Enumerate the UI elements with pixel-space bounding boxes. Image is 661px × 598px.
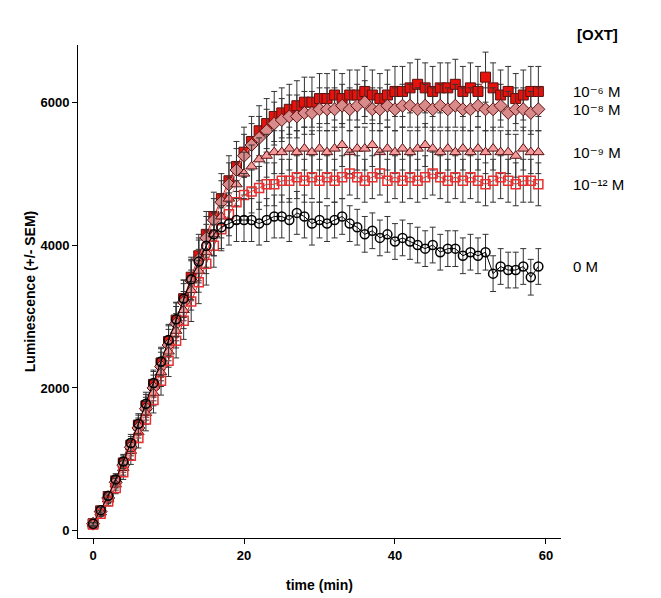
svg-text:10⁻⁹ M: 10⁻⁹ M (573, 144, 621, 161)
svg-text:10⁻⁶ M: 10⁻⁶ M (573, 83, 620, 100)
svg-text:0: 0 (62, 523, 69, 538)
svg-text:6000: 6000 (40, 95, 69, 110)
svg-text:10⁻⁸ M: 10⁻⁸ M (573, 101, 621, 118)
svg-text:20: 20 (237, 548, 251, 563)
svg-text:0 M: 0 M (573, 258, 598, 275)
svg-text:10⁻¹² M: 10⁻¹² M (573, 176, 624, 193)
svg-text:40: 40 (388, 548, 402, 563)
svg-text:Luminescence (+/- SEM): Luminescence (+/- SEM) (22, 211, 38, 372)
svg-text:2000: 2000 (40, 381, 69, 396)
svg-text:time (min): time (min) (286, 577, 353, 593)
svg-text:4000: 4000 (40, 238, 69, 253)
svg-text:[OXT]: [OXT] (577, 26, 618, 43)
svg-text:0: 0 (89, 548, 96, 563)
svg-text:60: 60 (539, 548, 553, 563)
